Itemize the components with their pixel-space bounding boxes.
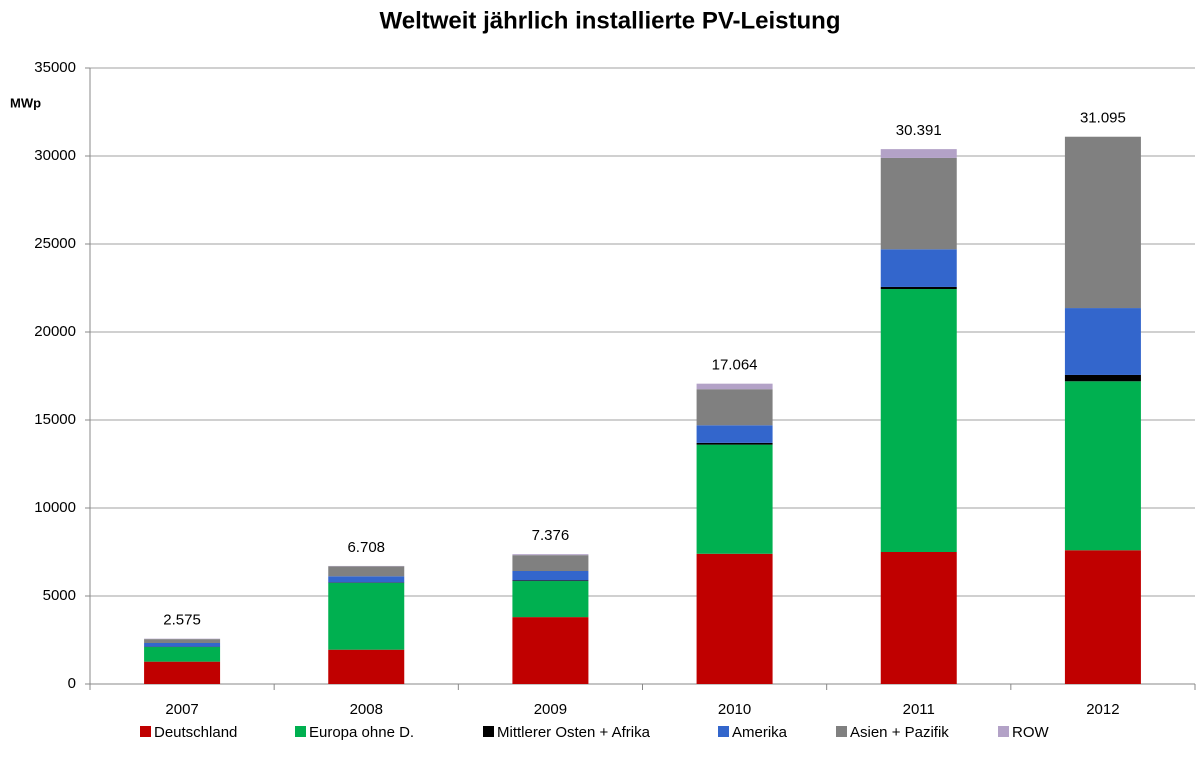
- total-label: 30.391: [896, 122, 942, 139]
- legend-swatch: [836, 726, 847, 737]
- bar-segment: [696, 442, 773, 445]
- total-label: 17.064: [712, 357, 758, 374]
- legend-swatch: [483, 726, 494, 737]
- bar-segment: [696, 383, 773, 390]
- bar-segment: [144, 661, 221, 684]
- bar-segment: [328, 576, 405, 583]
- bar-segment: [1064, 550, 1141, 684]
- legend-label: Deutschland: [154, 724, 237, 741]
- total-label: 6.708: [347, 539, 385, 556]
- bar-segment: [1064, 308, 1141, 375]
- bar-segment: [880, 289, 957, 552]
- bar-segment: [880, 286, 957, 290]
- chart-title: Weltweit jährlich installierte PV-Leistu…: [380, 7, 841, 34]
- bar-segment: [880, 249, 957, 287]
- bar-segment: [696, 425, 773, 443]
- y-tick-label: 30000: [34, 147, 76, 164]
- y-tick-label: 5000: [43, 587, 76, 604]
- legend-label: Europa ohne D.: [309, 724, 414, 741]
- y-tick-label: 25000: [34, 235, 76, 252]
- bar-segment: [880, 149, 957, 158]
- bar-segment: [144, 647, 221, 662]
- y-tick-label: 0: [68, 675, 76, 692]
- legend-label: ROW: [1012, 724, 1050, 741]
- bar-segment: [1064, 381, 1141, 551]
- total-label: 2.575: [163, 612, 201, 629]
- legend-swatch: [718, 726, 729, 737]
- x-tick-label: 2009: [534, 701, 567, 718]
- bar-segment: [328, 649, 405, 684]
- y-axis-label: MWp: [10, 95, 41, 110]
- y-tick-label: 10000: [34, 499, 76, 516]
- y-tick-label: 35000: [34, 59, 76, 76]
- legend-swatch: [998, 726, 1009, 737]
- bar-segment: [696, 553, 773, 684]
- legend-label: Asien + Pazifik: [850, 724, 949, 741]
- bar-segment: [1064, 136, 1141, 309]
- bar-segment: [512, 580, 589, 582]
- x-tick-label: 2010: [718, 701, 751, 718]
- total-label: 31.095: [1080, 110, 1126, 127]
- legend-label: Amerika: [732, 724, 788, 741]
- x-tick-label: 2008: [350, 701, 383, 718]
- bar-segment: [512, 617, 589, 684]
- bar-segment: [696, 444, 773, 554]
- legend-swatch: [295, 726, 306, 737]
- y-tick-label: 15000: [34, 411, 76, 428]
- legend-swatch: [140, 726, 151, 737]
- bar-segment: [328, 566, 405, 577]
- bar-segment: [696, 389, 773, 426]
- bar-segment: [512, 581, 589, 618]
- bar-segment: [880, 552, 957, 684]
- bar-segment: [880, 157, 957, 250]
- bar-segment: [512, 571, 589, 581]
- legend-label: Mittlerer Osten + Afrika: [497, 724, 651, 741]
- bar-segment: [144, 642, 221, 647]
- total-label: 7.376: [532, 527, 570, 544]
- bar-segment: [144, 639, 221, 643]
- bar-segment: [512, 555, 589, 572]
- bar-segment: [1064, 374, 1141, 382]
- bar-segment: [512, 554, 589, 556]
- y-tick-label: 20000: [34, 323, 76, 340]
- bar-segment: [328, 582, 405, 650]
- x-tick-label: 2007: [165, 701, 198, 718]
- x-tick-label: 2012: [1086, 701, 1119, 718]
- x-tick-label: 2011: [903, 701, 935, 718]
